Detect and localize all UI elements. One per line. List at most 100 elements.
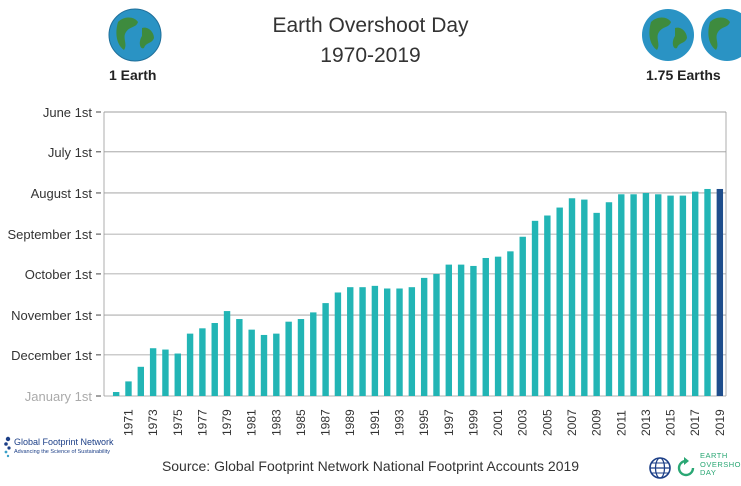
bar-2010: [605, 202, 613, 396]
bar-1984: [285, 321, 292, 396]
x-tick-label: 2013: [639, 409, 653, 436]
x-tick-label: 1997: [442, 409, 456, 436]
x-tick-label: 2001: [491, 409, 505, 436]
eod-logo: EARTH OVERSHOOT DAY: [646, 451, 741, 486]
globe-outline-icon: [649, 457, 671, 479]
x-tick-label: 1999: [466, 409, 480, 436]
y-tick-label: September 1st: [7, 227, 92, 242]
bar-1976: [186, 333, 194, 396]
x-tick-label: 2003: [516, 409, 530, 436]
chart-subtitle: 1970-2019: [320, 44, 421, 67]
bar-2000: [482, 257, 489, 396]
bar-1979: [223, 311, 231, 396]
bar-2002: [507, 251, 514, 396]
bar-2008: [581, 199, 588, 396]
y-tick-label: October 1st: [25, 267, 93, 282]
x-tick-label: 2005: [540, 409, 554, 436]
y-tick-label: July 1st: [48, 145, 92, 160]
x-tick-label: 1981: [245, 409, 259, 436]
x-tick-label: 1973: [146, 409, 160, 436]
bar-1990: [359, 287, 366, 396]
y-tick-label: January 1st: [25, 389, 93, 404]
cycle-arrow-icon: [677, 457, 695, 477]
eod-line1: EARTH: [700, 451, 728, 460]
x-tick-label: 1977: [195, 409, 209, 436]
bar-2018: [704, 188, 711, 396]
bar-2012: [630, 194, 637, 396]
x-tick-label: 2019: [713, 409, 727, 436]
bar-1997: [445, 264, 453, 396]
gfn-tagline: Advancing the Science of Sustainability: [14, 449, 111, 455]
bar-2015: [667, 195, 674, 396]
footprint-logo-icon: [4, 436, 11, 458]
bar-1989: [347, 287, 354, 396]
gfn-logo: Global Footprint Network Advancing the S…: [2, 434, 122, 474]
eod-line3: DAY: [700, 468, 717, 477]
x-tick-label: 1991: [368, 409, 382, 436]
eod-wordmark: EARTH OVERSHOOT DAY: [700, 451, 741, 478]
bar-1977: [199, 328, 206, 396]
bar-1994: [408, 287, 416, 396]
bar-1972: [137, 366, 145, 396]
bar-1974: [162, 349, 169, 396]
bar-2017: [691, 191, 699, 396]
bar-2003: [519, 236, 526, 396]
y-tick-label: August 1st: [31, 186, 93, 201]
x-tick-label: 1987: [319, 409, 333, 436]
bar-1999: [470, 265, 477, 396]
bar-1988: [334, 292, 342, 396]
bar-1986: [310, 312, 317, 396]
bar-1980: [236, 319, 243, 396]
earth-globe-icon: [108, 8, 162, 62]
x-tick-label: 1983: [269, 409, 283, 436]
bar-2005: [544, 215, 551, 396]
x-tick-label: 2015: [664, 409, 678, 436]
bar-2007: [568, 198, 576, 396]
bar-1985: [297, 319, 305, 396]
bar-2013: [642, 192, 650, 396]
bar-1992: [383, 288, 391, 396]
x-tick-label: 2017: [688, 409, 702, 436]
source-note: Source: Global Footprint Network Nationa…: [161, 458, 580, 474]
x-tick-label: 2007: [565, 409, 579, 436]
eod-line2: OVERSHOOT: [700, 459, 741, 469]
x-tick-label: 1975: [171, 409, 185, 436]
bar-1975: [174, 353, 181, 396]
x-tick-label: 1979: [220, 409, 234, 436]
x-tick-label: 1971: [121, 409, 135, 436]
x-tick-label: 2011: [614, 410, 628, 436]
one-earth-label: 1 Earth: [109, 67, 157, 83]
x-tick-label: 1985: [294, 409, 308, 436]
earth-globe-icon: [642, 9, 694, 61]
bar-1970: [112, 392, 120, 396]
bar-2011: [618, 194, 625, 396]
bar-1993: [396, 288, 403, 396]
bar-1981: [248, 329, 255, 396]
bar-1978: [211, 323, 218, 396]
bar-2001: [494, 256, 502, 396]
bar-1995: [420, 277, 428, 396]
earths-label: 1.75 Earths: [646, 67, 721, 83]
y-tick-label: June 1st: [43, 105, 93, 120]
bar-1973: [149, 348, 157, 396]
bar-1991: [371, 285, 379, 396]
x-tick-label: 1993: [393, 409, 407, 436]
bar-2016: [679, 195, 687, 396]
gfn-name: Global Footprint Network: [14, 437, 114, 447]
bar-1982: [260, 334, 268, 396]
y-tick-label: November 1st: [11, 308, 92, 323]
bar-2019: [716, 188, 724, 396]
x-tick-label: 1989: [343, 409, 357, 436]
x-tick-label: 2009: [590, 409, 604, 436]
x-tick-label: 1995: [417, 409, 431, 436]
bar-2009: [593, 212, 600, 396]
bar-1996: [433, 273, 440, 396]
bar-1983: [273, 333, 280, 396]
bar-2006: [556, 207, 563, 396]
chart-title: Earth Overshoot Day: [272, 14, 469, 37]
bar-2014: [655, 194, 662, 396]
y-tick-label: December 1st: [11, 348, 92, 363]
bar-2004: [531, 220, 539, 396]
bar-1998: [457, 264, 465, 396]
